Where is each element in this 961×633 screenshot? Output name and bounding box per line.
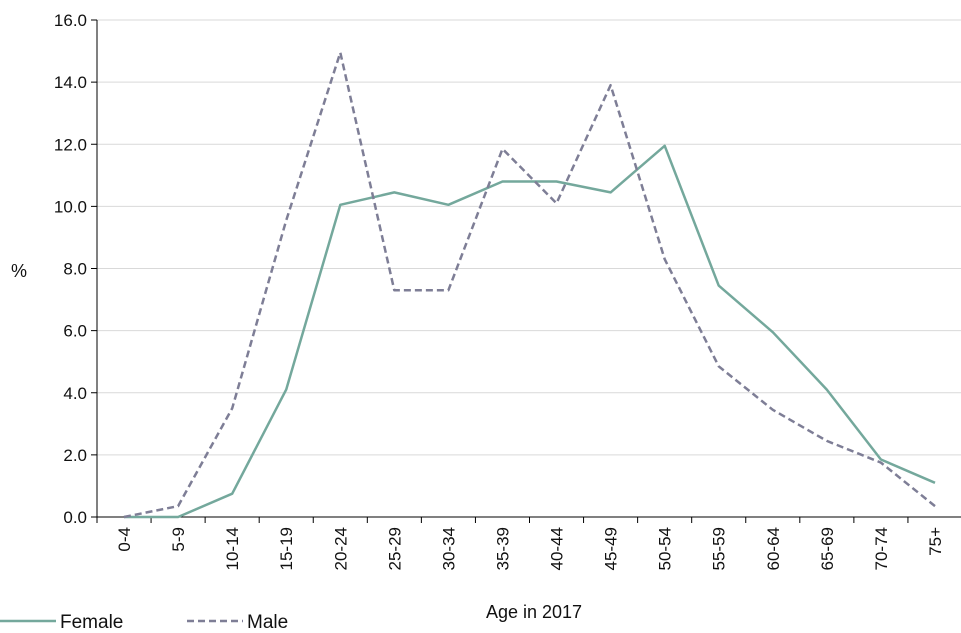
y-tick-label: 12.0 — [54, 135, 87, 154]
x-tick-label: 35-39 — [493, 527, 512, 570]
y-tick-label: 0.0 — [63, 508, 87, 527]
x-tick-label: 20-24 — [331, 527, 350, 570]
gridlines — [97, 19, 961, 456]
y-axis: 0.0 2.0 4.0 6.0 8.0 10.0 12.0 14.0 16.0 — [54, 11, 98, 527]
plot-area — [123, 51, 936, 519]
y-tick-label: 8.0 — [63, 260, 87, 279]
y-tick-label: 4.0 — [63, 384, 87, 403]
y-axis-title: % — [11, 261, 27, 281]
x-tick-label: 40-44 — [548, 527, 567, 570]
series-line-female — [124, 144, 936, 519]
x-tick-label: 50-54 — [656, 527, 675, 570]
y-tick-label: 16.0 — [54, 11, 87, 30]
x-tick-label: 65-69 — [818, 527, 837, 570]
x-axis-title: Age in 2017 — [486, 602, 582, 622]
x-tick-label: 10-14 — [223, 527, 242, 570]
y-tick-label: 10.0 — [54, 197, 87, 216]
y-tick-label: 14.0 — [54, 73, 87, 92]
x-axis: 0-4 5-9 10-14 15-19 20-24 25-29 30-34 35-39 40-4… — [96, 516, 961, 570]
x-tick-label: 30-34 — [439, 527, 458, 570]
x-tick-label: 55-59 — [710, 527, 729, 570]
x-tick-label: 5-9 — [169, 527, 188, 552]
x-tick-label: 70-74 — [872, 527, 891, 570]
x-tick-label: 75+ — [926, 527, 945, 556]
x-tick-label: 0-4 — [115, 527, 134, 552]
legend-label-male: Male — [247, 612, 288, 633]
x-tick-label: 25-29 — [385, 527, 404, 570]
legend-label-female: Female — [60, 612, 123, 633]
legend: Female Male — [0, 612, 288, 633]
y-tick-label: 2.0 — [63, 446, 87, 465]
x-tick-label: 15-19 — [277, 527, 296, 570]
x-tick-label: 45-49 — [602, 527, 621, 570]
y-tick-label: 6.0 — [63, 322, 87, 341]
x-tick-label: 60-64 — [764, 527, 783, 570]
series-line-male — [123, 51, 936, 519]
